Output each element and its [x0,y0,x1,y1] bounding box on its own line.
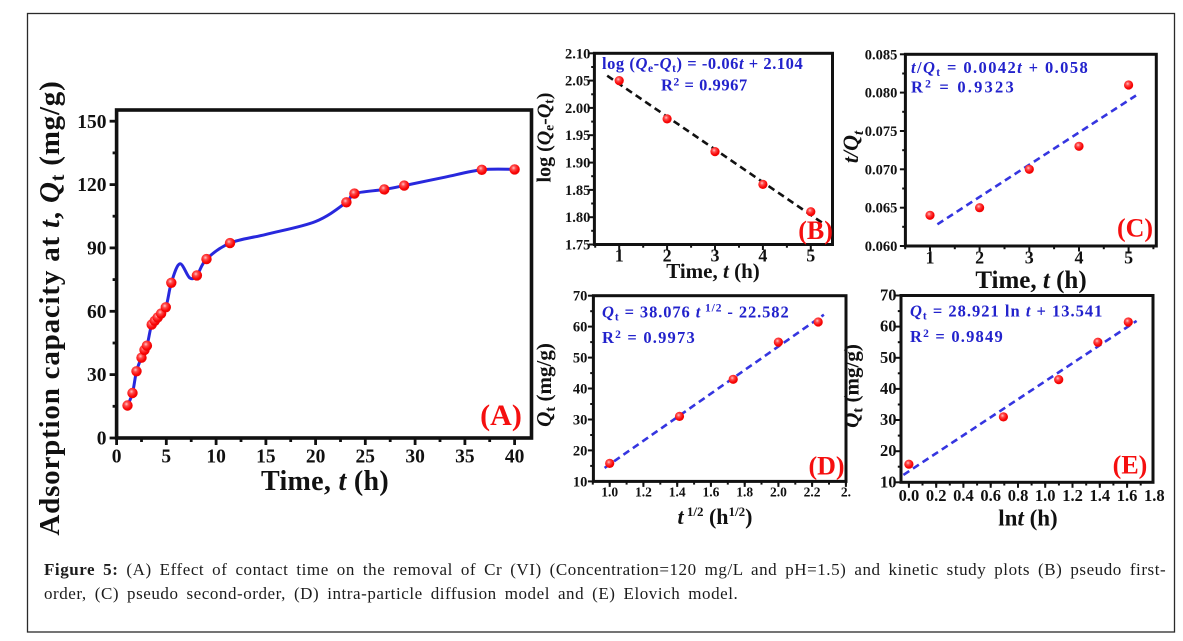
svg-text:Time, t (h): Time, t (h) [261,466,389,497]
svg-text:1.8: 1.8 [736,485,753,500]
svg-text:2: 2 [663,246,672,266]
svg-text:(A): (A) [480,399,522,432]
svg-text:R2 = 0.9973: R2 = 0.9973 [602,328,696,347]
svg-text:20: 20 [306,447,326,468]
svg-text:40: 40 [505,447,525,468]
svg-text:90: 90 [87,239,107,260]
svg-text:R2 = 0.9967: R2 = 0.9967 [661,76,748,95]
svg-text:Adsorption capacity at t, Qt (: Adsorption capacity at t, Qt (mg/g) [34,80,69,535]
svg-text:Qt = 38.076 t 1/2 - 22.582: Qt = 38.076 t 1/2 - 22.582 [602,302,790,323]
svg-text:0.075: 0.075 [865,124,898,140]
svg-text:10: 10 [206,447,226,468]
svg-text:4: 4 [1075,248,1084,268]
svg-text:60: 60 [573,320,588,336]
svg-text:1.4: 1.4 [669,485,686,500]
svg-text:2.10: 2.10 [565,46,590,62]
svg-text:1.90: 1.90 [565,156,590,172]
svg-text:10: 10 [573,474,588,490]
svg-text:50: 50 [573,351,588,367]
svg-text:0.0: 0.0 [899,486,920,505]
svg-text:70: 70 [880,286,897,305]
svg-text:1.2: 1.2 [635,485,652,500]
svg-text:1.0: 1.0 [1035,486,1056,505]
svg-text:1.6: 1.6 [702,485,719,500]
svg-text:0.060: 0.060 [865,239,898,255]
svg-text:30: 30 [87,365,107,386]
svg-text:Qt = 28.921 ln t + 13.541: Qt = 28.921 ln t + 13.541 [910,301,1103,322]
svg-text:0.2: 0.2 [926,486,947,505]
svg-text:0: 0 [97,429,107,450]
svg-text:t/Qt: t/Qt [838,130,867,163]
svg-text:0.4: 0.4 [953,486,974,505]
svg-text:50: 50 [880,348,897,367]
svg-text:1.8: 1.8 [1144,486,1165,505]
svg-text:3: 3 [711,246,720,266]
svg-text:t/Qt = 0.0042t + 0.058: t/Qt = 0.0042t + 0.058 [911,58,1089,79]
svg-text:5: 5 [806,246,815,266]
svg-text:2.: 2. [841,485,851,500]
svg-text:(B): (B) [798,216,833,245]
svg-text:15: 15 [256,447,276,468]
svg-text:log (Qe-Qt) = -0.06t + 2.104: log (Qe-Qt) = -0.06t + 2.104 [602,54,803,75]
svg-text:1: 1 [615,246,624,266]
svg-text:25: 25 [356,447,376,468]
svg-text:1.75: 1.75 [565,238,590,254]
svg-text:2.00: 2.00 [565,101,590,117]
svg-text:(E): (E) [1113,451,1148,480]
svg-text:2.0: 2.0 [770,485,787,500]
svg-text:5: 5 [1124,248,1133,268]
svg-text:Time, t (h): Time, t (h) [666,259,760,283]
svg-text:0.070: 0.070 [865,162,898,178]
svg-text:2.05: 2.05 [565,74,590,90]
svg-text:R2 = 0.9323: R2 = 0.9323 [911,78,1016,97]
svg-text:60: 60 [880,317,897,336]
svg-text:0: 0 [112,447,122,468]
svg-text:Time, t (h): Time, t (h) [975,267,1086,294]
svg-text:(C): (C) [1117,214,1153,243]
svg-text:0.6: 0.6 [980,486,1001,505]
svg-text:log (Qe-Qt): log (Qe-Qt) [534,93,557,183]
svg-text:R2 = 0.9849: R2 = 0.9849 [910,327,1004,346]
svg-text:4: 4 [758,246,767,266]
svg-text:35: 35 [455,447,475,468]
svg-text:t 1/2 (h1/2): t 1/2 (h1/2) [677,504,752,529]
svg-text:3: 3 [1025,248,1034,268]
svg-text:0.080: 0.080 [865,86,898,102]
svg-text:120: 120 [77,175,106,196]
svg-text:70: 70 [573,289,588,305]
svg-text:5: 5 [161,447,171,468]
svg-text:0.065: 0.065 [865,201,898,217]
svg-text:30: 30 [405,447,425,468]
svg-text:40: 40 [573,382,588,398]
svg-text:40: 40 [880,379,897,398]
svg-text:0.8: 0.8 [1008,486,1029,505]
svg-text:10: 10 [880,472,897,491]
svg-text:1: 1 [926,248,935,268]
svg-text:150: 150 [77,112,106,133]
svg-text:1.4: 1.4 [1089,486,1110,505]
svg-text:2.2: 2.2 [804,485,821,500]
svg-text:2: 2 [975,248,984,268]
svg-text:lnt (h): lnt (h) [998,506,1057,531]
svg-text:60: 60 [87,302,107,323]
svg-text:Qt (mg/g): Qt (mg/g) [840,344,867,428]
svg-text:20: 20 [573,443,588,459]
svg-text:0.085: 0.085 [865,47,898,63]
svg-text:1.95: 1.95 [565,128,590,144]
svg-text:20: 20 [880,441,897,460]
svg-text:30: 30 [573,413,588,429]
svg-text:1.6: 1.6 [1117,486,1138,505]
svg-text:30: 30 [880,410,897,429]
svg-text:(D): (D) [808,452,844,481]
svg-text:Qt (mg/g): Qt (mg/g) [532,343,559,427]
svg-text:1.80: 1.80 [565,210,590,226]
svg-text:1.0: 1.0 [601,485,618,500]
svg-text:1.85: 1.85 [565,183,590,199]
svg-text:1.2: 1.2 [1062,486,1083,505]
